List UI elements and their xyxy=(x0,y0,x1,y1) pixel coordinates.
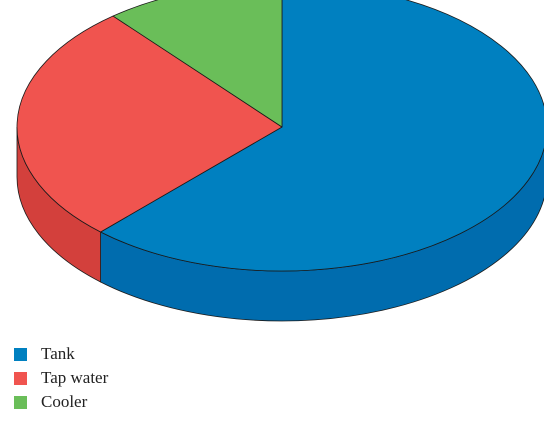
legend-label-tank: Tank xyxy=(41,344,75,363)
pie-slice-tap-water xyxy=(16,15,283,233)
legend-swatch-tank xyxy=(14,347,27,361)
pie-top-group xyxy=(16,0,544,272)
legend-item-tap-water: Tap water xyxy=(14,366,108,390)
legend-swatch-tap-water xyxy=(14,371,27,385)
pie-chart xyxy=(16,0,544,322)
legend: Tank Tap water Cooler xyxy=(14,342,108,414)
legend-label-tap-water: Tap water xyxy=(41,368,109,387)
legend-swatch-cooler xyxy=(14,395,27,409)
legend-label-cooler: Cooler xyxy=(41,392,88,411)
pie-slice-tank xyxy=(100,0,544,272)
legend-item-cooler: Cooler xyxy=(14,390,108,414)
legend-item-tank: Tank xyxy=(14,342,108,366)
pie-slice-cooler xyxy=(112,0,283,128)
